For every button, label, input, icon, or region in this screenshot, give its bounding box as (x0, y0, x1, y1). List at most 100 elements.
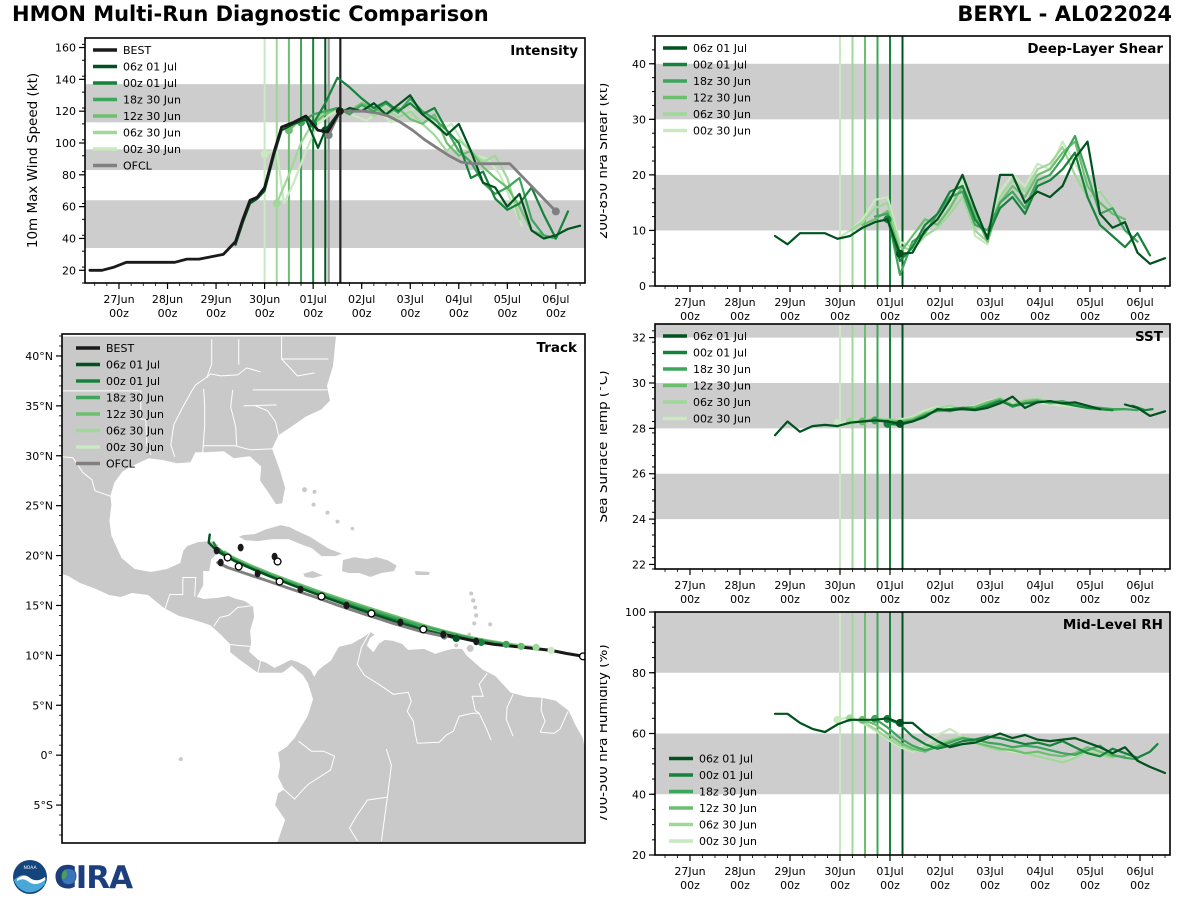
series-marker (335, 107, 344, 116)
political-border (170, 377, 206, 457)
svg-text:00z: 00z (400, 307, 420, 320)
legend-label: 06z 01 Jul (106, 359, 160, 372)
svg-text:15°N: 15°N (25, 599, 53, 612)
track-marker-filled (213, 546, 220, 555)
svg-text:29Jun: 29Jun (774, 865, 805, 878)
political-border (257, 659, 262, 674)
track-marker-open (223, 553, 232, 562)
svg-text:60: 60 (62, 201, 76, 214)
track-marker-init (517, 642, 525, 650)
island (311, 502, 316, 507)
legend-label: 06z 01 Jul (693, 330, 747, 343)
svg-text:160: 160 (55, 42, 76, 55)
political-border (213, 605, 254, 627)
threshold-band (655, 733, 1170, 795)
svg-text:30: 30 (632, 113, 646, 126)
political-border (243, 404, 277, 407)
threshold-band (655, 473, 1170, 520)
track-marker-filled (217, 558, 224, 567)
svg-text:06Jul: 06Jul (1126, 579, 1153, 592)
svg-text:00z: 00z (1080, 593, 1100, 606)
political-border (164, 577, 197, 610)
series-marker (896, 419, 904, 428)
svg-text:00z: 00z (830, 879, 850, 892)
legend-label: 00z 01 Jul (123, 77, 177, 90)
svg-text:01Jul: 01Jul (300, 293, 327, 306)
political-border (281, 358, 315, 377)
series-marker (551, 207, 560, 216)
series-marker (896, 718, 904, 727)
legend-label: 06z 01 Jul (699, 753, 753, 766)
series-marker (833, 715, 842, 724)
svg-text:24: 24 (632, 513, 646, 526)
series-marker (260, 150, 269, 159)
track-marker-open (275, 577, 284, 586)
svg-text:00z: 00z (206, 307, 226, 320)
political-border (202, 388, 206, 453)
legend-label: 18z 30 Jun (693, 75, 751, 88)
legend-label: 00z 01 Jul (693, 347, 747, 360)
svg-text:80: 80 (62, 169, 76, 182)
threshold-band (655, 63, 1170, 120)
svg-text:27Jun: 27Jun (674, 579, 705, 592)
svg-text:00z: 00z (1080, 310, 1100, 323)
legend-label: 06z 01 Jul (693, 42, 747, 55)
legend-label: 00z 01 Jul (699, 769, 753, 782)
svg-text:35°N: 35°N (25, 400, 53, 413)
series-line-06z-01-Jul (773, 140, 1167, 265)
political-border (540, 711, 569, 734)
intensity-panel: 20 40 60 80 100 120 140 160 27Jun 00z 28Jun 00z 29Ju… (0, 26, 600, 328)
series-line-BEST (88, 109, 342, 272)
legend-label: BEST (123, 44, 151, 57)
svg-text:00z: 00z (680, 879, 700, 892)
svg-text:27Jun: 27Jun (674, 296, 705, 309)
track-map-panel: 40°N 35°N 30°N 25°N 20°N 15°N 10°N 5°N 0° 5°S Trac… (0, 326, 600, 850)
island (178, 757, 183, 762)
track-marker-open (234, 562, 243, 571)
svg-text:02Jul: 02Jul (926, 579, 953, 592)
island (469, 591, 474, 596)
legend-label: 06z 30 Jun (693, 108, 751, 121)
political-border (539, 697, 546, 733)
svg-text:01Jul: 01Jul (876, 865, 903, 878)
svg-text:40°N: 40°N (25, 350, 53, 363)
track-marker-init (547, 646, 555, 654)
legend-label: 12z 30 Jun (693, 92, 751, 105)
svg-text:02Jul: 02Jul (926, 296, 953, 309)
track-marker-filled (254, 569, 261, 578)
svg-text:00z: 00z (930, 593, 950, 606)
series-line-18z-30-Jun (873, 717, 1139, 761)
series-line-OFCL (327, 109, 558, 213)
legend-label: 12z 30 Jun (699, 802, 757, 815)
sst-chart: 22242628303227Jun00z28Jun00z29Jun00z30Ju… (595, 323, 1171, 606)
legend-label: 12z 30 Jun (106, 408, 164, 421)
legend-label: 18z 30 Jun (123, 94, 181, 107)
svg-text:120: 120 (55, 105, 76, 118)
svg-text:0: 0 (639, 280, 646, 293)
svg-text:30Jun: 30Jun (824, 296, 855, 309)
island (454, 643, 459, 648)
track-chart: 40°N 35°N 30°N 25°N 20°N 15°N 10°N 5°N 0° 5°S Trac… (25, 333, 586, 844)
series-line-12z-30-Jun (287, 102, 545, 237)
rh-ylabel: 700-500 hPa Humidity (%) (600, 644, 611, 822)
svg-text:30°N: 30°N (25, 450, 53, 463)
island (471, 598, 476, 603)
svg-text:27Jun: 27Jun (103, 293, 134, 306)
svg-text:40: 40 (62, 232, 76, 245)
political-border (229, 643, 250, 647)
island (302, 487, 308, 493)
political-border (417, 712, 480, 744)
legend-label: 00z 30 Jun (123, 143, 181, 156)
island (467, 632, 472, 637)
track-marker-init (532, 643, 540, 651)
svg-text:28Jun: 28Jun (724, 296, 755, 309)
political-border (230, 389, 238, 446)
svg-text:05Jul: 05Jul (494, 293, 521, 306)
legend-label: 18z 30 Jun (106, 392, 164, 405)
svg-text:29Jun: 29Jun (200, 293, 231, 306)
svg-text:04Jul: 04Jul (1026, 865, 1053, 878)
track-marker-open (367, 609, 376, 618)
svg-text:00z: 00z (255, 307, 275, 320)
svg-text:100: 100 (625, 606, 646, 619)
